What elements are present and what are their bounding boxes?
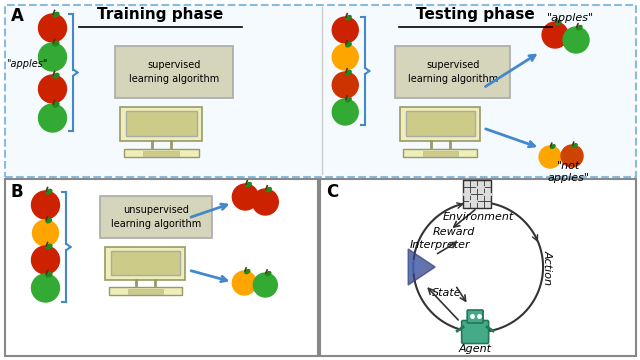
Ellipse shape (46, 244, 52, 249)
Circle shape (332, 72, 358, 98)
FancyBboxPatch shape (128, 289, 163, 293)
Text: C: C (326, 183, 339, 201)
Ellipse shape (46, 189, 52, 194)
Ellipse shape (577, 26, 582, 30)
Circle shape (332, 44, 358, 70)
Ellipse shape (346, 71, 351, 75)
Circle shape (252, 189, 278, 215)
Ellipse shape (550, 145, 555, 148)
Text: Action: Action (543, 249, 553, 284)
Circle shape (33, 220, 58, 246)
Ellipse shape (46, 273, 52, 277)
Text: Environment: Environment (442, 212, 514, 222)
Ellipse shape (346, 15, 351, 20)
Ellipse shape (53, 73, 59, 78)
Circle shape (31, 191, 60, 219)
Ellipse shape (346, 42, 351, 47)
Circle shape (232, 271, 257, 295)
Circle shape (332, 99, 358, 125)
Text: B: B (10, 183, 23, 201)
Text: unsupervised
learning algorithm: unsupervised learning algorithm (111, 206, 202, 229)
Circle shape (38, 104, 67, 132)
FancyBboxPatch shape (4, 179, 318, 356)
FancyBboxPatch shape (396, 46, 510, 98)
Circle shape (542, 22, 568, 48)
FancyBboxPatch shape (403, 149, 477, 157)
Text: "apples": "apples" (6, 59, 47, 69)
Ellipse shape (346, 98, 351, 102)
Text: "apples": "apples" (547, 13, 594, 23)
Circle shape (38, 14, 67, 42)
FancyBboxPatch shape (461, 320, 488, 343)
Circle shape (539, 146, 561, 168)
FancyBboxPatch shape (143, 151, 179, 156)
FancyBboxPatch shape (106, 247, 186, 280)
Ellipse shape (266, 188, 271, 192)
FancyBboxPatch shape (467, 310, 483, 323)
Circle shape (561, 145, 583, 167)
FancyBboxPatch shape (115, 46, 234, 98)
Circle shape (232, 184, 259, 210)
Text: Training phase: Training phase (97, 7, 223, 22)
Circle shape (332, 17, 358, 43)
Ellipse shape (245, 270, 250, 274)
FancyBboxPatch shape (4, 5, 636, 177)
Circle shape (38, 43, 67, 71)
Text: A: A (10, 7, 24, 25)
Ellipse shape (53, 102, 59, 107)
Circle shape (38, 75, 67, 103)
FancyBboxPatch shape (463, 180, 491, 208)
Text: Agent: Agent (459, 344, 492, 354)
Text: supervised
learning algorithm: supervised learning algorithm (408, 60, 498, 84)
Ellipse shape (246, 183, 252, 187)
Ellipse shape (573, 144, 577, 147)
Ellipse shape (46, 219, 51, 223)
Ellipse shape (266, 271, 271, 276)
Text: Interpreter: Interpreter (410, 240, 470, 250)
FancyBboxPatch shape (422, 151, 458, 156)
FancyBboxPatch shape (406, 111, 474, 136)
Text: State: State (433, 288, 462, 298)
Polygon shape (408, 249, 435, 285)
Polygon shape (410, 259, 423, 275)
FancyBboxPatch shape (111, 251, 180, 275)
FancyBboxPatch shape (124, 149, 199, 157)
Circle shape (31, 246, 60, 274)
Text: supervised
learning algorithm: supervised learning algorithm (129, 60, 220, 84)
FancyBboxPatch shape (120, 107, 202, 141)
Circle shape (253, 273, 277, 297)
Ellipse shape (53, 41, 59, 46)
Ellipse shape (556, 21, 561, 25)
Text: Reward: Reward (433, 227, 476, 237)
Circle shape (31, 274, 60, 302)
Circle shape (563, 27, 589, 53)
FancyBboxPatch shape (320, 179, 636, 356)
FancyBboxPatch shape (100, 196, 212, 238)
FancyBboxPatch shape (126, 111, 196, 136)
FancyBboxPatch shape (109, 287, 182, 295)
Ellipse shape (53, 12, 59, 17)
Text: "not
apples": "not apples" (547, 161, 589, 183)
Text: Testing phase: Testing phase (416, 7, 534, 22)
FancyBboxPatch shape (400, 107, 480, 141)
